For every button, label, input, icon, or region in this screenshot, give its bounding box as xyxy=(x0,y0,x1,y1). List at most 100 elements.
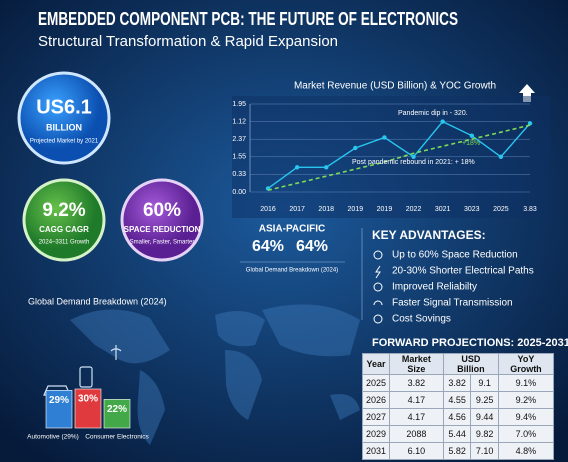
annotation: Pandemic dip in - 320. xyxy=(398,110,468,117)
data-point xyxy=(353,145,358,151)
stat-value: US6.1 xyxy=(36,96,92,118)
advantage-item: Cost Sovings xyxy=(392,314,451,325)
x-tick-label: 2022 xyxy=(406,206,422,213)
header-cell: Year xyxy=(361,353,391,375)
advantage-item: 20-30% Shorter Electrical Paths xyxy=(392,266,534,277)
table-row: 2031 6.10 5.82 7.10 4.8% xyxy=(361,442,555,460)
advantages-title: KEY ADVANTAGES: xyxy=(372,228,486,242)
table-cell: 3.82 xyxy=(389,374,444,392)
value-label: 22% xyxy=(107,404,127,415)
stat-note: 2024–3311 Growth xyxy=(39,240,90,246)
advantage-icons xyxy=(373,250,383,324)
projections-title: FORWARD PROJECTIONS: 2025-2031 xyxy=(372,337,568,349)
data-point xyxy=(498,154,504,159)
x-tick-label: Consumer Electronics xyxy=(85,434,149,441)
header-row: Year Market Size USD Billion YoY Growth xyxy=(361,353,555,375)
table-row: 2025 3.82 3.82 9.1 9.1% xyxy=(361,374,555,392)
stat-note: Projected Market by 2021 xyxy=(30,139,99,145)
data-point xyxy=(324,165,329,170)
stat-circle xyxy=(22,178,106,262)
data-point xyxy=(469,133,474,138)
x-tick-label: 3021 xyxy=(435,206,451,213)
table-cell: 7.10 xyxy=(470,442,499,460)
chart-title: Market Revenue (USD Billion) & YOC Growt… xyxy=(294,81,496,92)
data-point xyxy=(411,154,416,159)
data-point xyxy=(440,119,445,124)
table-cell: 4.8% xyxy=(497,442,555,460)
projections-table: Year Market Size USD Billion YoY Growth 2025… xyxy=(361,353,555,460)
table-cell: 9.1% xyxy=(497,374,555,392)
value-label: 30% xyxy=(78,394,98,405)
header-cell: Market Size xyxy=(389,353,444,375)
table-cell: 9.25 xyxy=(470,391,499,409)
y-tick-label: 2.37 xyxy=(232,136,246,143)
stat-value: 9.2% xyxy=(42,200,85,221)
table-cell: 9.1 xyxy=(470,374,499,392)
data-point xyxy=(382,135,387,140)
table-cell: 2026 xyxy=(361,391,391,409)
table-cell: 5.82 xyxy=(442,442,472,460)
series-line xyxy=(267,120,531,190)
bar xyxy=(103,399,131,429)
table-cell: 2025 xyxy=(361,374,391,392)
table-cell: 3.82 xyxy=(442,374,472,392)
y-tick-label: 0.00 xyxy=(232,189,246,196)
bar xyxy=(45,389,73,429)
x-tick-label: 2017 xyxy=(289,206,305,213)
chart-title: Global Demand Breakdown (2024) xyxy=(28,296,167,306)
y-tick-label: 1.12 xyxy=(232,118,246,125)
stat-circle xyxy=(120,178,204,262)
stat-circle xyxy=(17,71,111,165)
table-cell: 9.4% xyxy=(497,408,555,426)
x-tick-label: 2025 xyxy=(493,206,509,213)
table-cell: 9.82 xyxy=(470,425,499,443)
annotation: Post pandemic rebound in 2021: + 18% xyxy=(352,159,475,166)
stat-note: Smaller, Faster, Smarter xyxy=(130,240,195,246)
table-cell: 2027 xyxy=(361,408,391,426)
region-title: ASIA-PACIFIC xyxy=(259,224,325,235)
header-cell: YoY Growth xyxy=(497,353,555,375)
data-point xyxy=(294,165,300,170)
x-tick-label: Automotive (29%) xyxy=(27,434,79,441)
bar xyxy=(74,388,102,429)
table-cell: 2088 xyxy=(389,425,444,443)
table-cell: 2031 xyxy=(361,442,391,460)
region-value: 64% xyxy=(252,238,284,255)
table-row: 2027 4.17 4.56 9.44 9.4% xyxy=(361,408,555,426)
table-cell: 4.55 xyxy=(442,391,472,409)
stat-label: BILLION xyxy=(46,122,82,132)
world-map xyxy=(70,304,360,445)
stat-label: SPACE REDUCTION xyxy=(124,225,201,234)
series-line xyxy=(267,124,531,192)
table-cell: 4.56 xyxy=(442,408,472,426)
table-cell: 4.17 xyxy=(389,391,444,409)
advantage-item: Up to 60% Space Reduction xyxy=(392,250,518,261)
table-row: 2026 4.17 4.55 9.25 9.2% xyxy=(361,391,555,409)
x-tick-label: 3.83 xyxy=(523,206,537,213)
y-tick-label: 0.33 xyxy=(232,171,246,178)
region-note: Global Demand Breakdown (2024) xyxy=(246,268,338,274)
table-cell: 7.0% xyxy=(497,425,555,443)
x-tick-label: 2019 xyxy=(348,206,364,213)
advantage-item: Improved Reliabilty xyxy=(392,282,477,293)
x-tick-label: 2019 xyxy=(377,206,393,213)
table-row: 2029 2088 5.44 9.82 7.0% xyxy=(361,425,555,443)
table-cell: 9.2% xyxy=(497,391,555,409)
annotation: +18% xyxy=(462,140,480,147)
y-tick-label: 1.95 xyxy=(232,101,246,108)
header-cell: USD Billion xyxy=(442,353,499,375)
x-tick-label: 2018 xyxy=(318,206,334,213)
title: EMBEDDED COMPONENT PCB: THE FUTURE OF EL… xyxy=(38,9,458,29)
table-cell: 6.10 xyxy=(389,442,444,460)
table-cell: 5.44 xyxy=(442,425,472,443)
x-tick-label: 2016 xyxy=(260,206,276,213)
stat-label: CAGG CAGR xyxy=(39,225,89,234)
table-cell: 2029 xyxy=(361,425,391,443)
data-point xyxy=(527,121,533,126)
region-value: 64% xyxy=(296,238,328,255)
advantage-item: Faster Signal Transmission xyxy=(392,298,513,309)
subtitle: Structural Transformation & Rapid Expans… xyxy=(38,33,338,50)
value-label: 29% xyxy=(49,395,69,406)
